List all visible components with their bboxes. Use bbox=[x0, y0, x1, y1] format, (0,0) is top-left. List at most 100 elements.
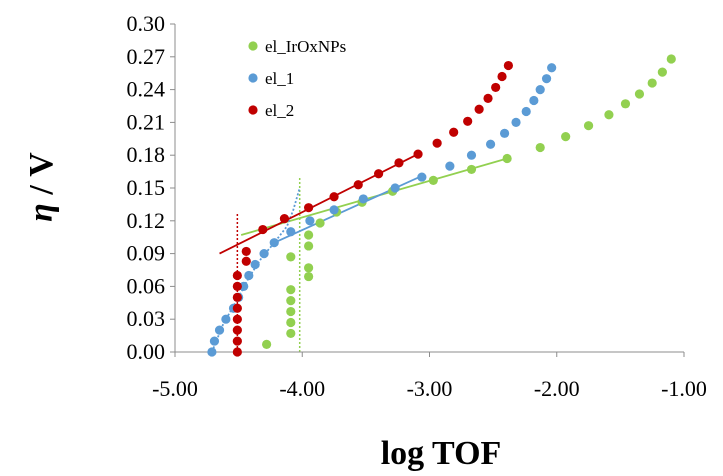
data-point-el-1 bbox=[547, 63, 557, 73]
data-point-el-iroxnps bbox=[304, 241, 314, 251]
data-point-el-iroxnps bbox=[634, 89, 645, 99]
data-point-el-2 bbox=[474, 104, 484, 114]
data-point-el-1 bbox=[417, 172, 427, 182]
data-point-el-1 bbox=[209, 336, 220, 346]
legend-label-el-2: el_2 bbox=[265, 101, 294, 120]
y-tick-label: 0.30 bbox=[127, 11, 166, 36]
data-point-el-iroxnps bbox=[262, 339, 272, 349]
data-point-el-2 bbox=[304, 203, 314, 213]
x-tick-label: -3.00 bbox=[407, 376, 453, 401]
data-point-el-1 bbox=[541, 74, 552, 84]
y-axis-symbol: η bbox=[23, 203, 60, 222]
y-tick-label: 0.03 bbox=[127, 306, 166, 331]
data-point-el-1 bbox=[269, 238, 279, 248]
legend-marker-el-iroxnps bbox=[248, 41, 258, 51]
legend-marker-el-2 bbox=[248, 105, 258, 115]
data-point-el-2 bbox=[232, 281, 242, 291]
data-point-el-1 bbox=[529, 95, 539, 106]
data-point-el-1 bbox=[259, 249, 269, 259]
y-tick-label: 0.12 bbox=[127, 208, 166, 233]
curve-el-1 bbox=[211, 187, 301, 353]
data-point-el-iroxnps bbox=[286, 328, 296, 339]
data-point-el-iroxnps bbox=[502, 153, 512, 164]
data-point-el-1 bbox=[239, 281, 249, 291]
data-point-el-2 bbox=[413, 149, 423, 159]
data-point-el-iroxnps bbox=[604, 110, 614, 120]
data-point-el-1 bbox=[511, 117, 521, 127]
data-point-el-2 bbox=[374, 169, 384, 179]
y-tick-label: 0.15 bbox=[127, 175, 166, 200]
data-point-el-2 bbox=[232, 325, 242, 335]
data-point-el-2 bbox=[258, 224, 268, 235]
data-point-el-1 bbox=[390, 183, 400, 193]
data-point-el-1 bbox=[329, 205, 339, 215]
data-point-el-1 bbox=[358, 194, 368, 204]
data-point-el-2 bbox=[232, 292, 242, 302]
data-point-el-2 bbox=[449, 127, 459, 137]
data-point-el-1 bbox=[305, 216, 315, 226]
data-points bbox=[207, 54, 676, 357]
axes: 0.00 0.03 0.06 0.09 0.12 0.15 0.18 0.21 0.24 0.27… bbox=[127, 11, 707, 401]
data-point-el-2 bbox=[394, 158, 404, 168]
data-point-el-iroxnps bbox=[286, 306, 296, 317]
data-point-el-1 bbox=[244, 270, 254, 281]
data-point-el-iroxnps bbox=[657, 67, 667, 77]
y-tick-label: 0.18 bbox=[127, 142, 166, 167]
data-point-el-2 bbox=[232, 336, 242, 346]
data-point-el-iroxnps bbox=[666, 54, 676, 64]
data-point-el-iroxnps bbox=[620, 99, 631, 109]
data-point-el-iroxnps bbox=[304, 271, 314, 282]
data-point-el-2 bbox=[279, 214, 290, 224]
legend-label-el-1: el_1 bbox=[265, 69, 294, 88]
data-point-el-iroxnps bbox=[286, 317, 296, 328]
data-point-el-iroxnps bbox=[428, 175, 438, 185]
data-point-el-1 bbox=[535, 85, 545, 95]
data-point-el-1 bbox=[286, 227, 296, 237]
legend: el_IrOxNPs el_1 el_2 bbox=[248, 37, 346, 120]
legend-label-el-iroxnps: el_IrOxNPs bbox=[265, 37, 346, 56]
data-point-el-2 bbox=[483, 93, 493, 103]
data-point-el-1 bbox=[207, 347, 217, 357]
y-axis-title: η / V bbox=[23, 152, 60, 222]
data-point-el-2 bbox=[241, 246, 251, 257]
y-tick-label: 0.00 bbox=[127, 339, 166, 364]
fit-line-el-2 bbox=[219, 153, 419, 255]
y-tick-label: 0.06 bbox=[127, 273, 166, 298]
fit-line-el-1 bbox=[273, 175, 423, 244]
data-point-el-1 bbox=[445, 161, 455, 171]
data-point-el-2 bbox=[241, 256, 251, 266]
data-point-el-iroxnps bbox=[561, 132, 571, 142]
data-point-el-2 bbox=[232, 270, 242, 281]
data-point-el-iroxnps bbox=[304, 263, 314, 273]
data-point-el-2 bbox=[329, 192, 339, 202]
data-point-el-2 bbox=[232, 314, 242, 324]
data-point-el-iroxnps bbox=[647, 78, 657, 88]
y-tick-label: 0.27 bbox=[127, 44, 166, 69]
data-point-el-2 bbox=[503, 60, 513, 71]
x-tick-label: -4.00 bbox=[279, 376, 325, 401]
data-point-el-iroxnps bbox=[286, 285, 296, 295]
data-point-el-1 bbox=[250, 259, 260, 270]
data-point-el-1 bbox=[466, 150, 477, 160]
x-tick-label: -1.00 bbox=[661, 376, 707, 401]
data-point-el-iroxnps bbox=[466, 164, 477, 175]
data-point-el-iroxnps bbox=[535, 142, 545, 153]
data-point-el-1 bbox=[499, 128, 510, 138]
data-point-el-1 bbox=[521, 106, 531, 117]
x-axis-title: log TOF bbox=[381, 435, 502, 472]
x-tick-label: -5.00 bbox=[152, 376, 198, 401]
data-point-el-iroxnps bbox=[286, 252, 296, 262]
legend-marker-el-1 bbox=[248, 73, 258, 83]
data-point-el-2 bbox=[432, 138, 442, 148]
data-point-el-1 bbox=[485, 139, 496, 149]
y-tick-label: 0.09 bbox=[127, 241, 166, 266]
y-axis-unit: / V bbox=[23, 152, 60, 203]
data-point-el-2 bbox=[232, 347, 242, 357]
data-point-el-iroxnps bbox=[583, 121, 594, 131]
data-point-el-2 bbox=[353, 180, 363, 190]
data-point-el-2 bbox=[497, 71, 507, 82]
x-tick-label: -2.00 bbox=[534, 376, 580, 401]
data-point-el-1 bbox=[214, 325, 225, 335]
data-point-el-2 bbox=[463, 116, 473, 126]
